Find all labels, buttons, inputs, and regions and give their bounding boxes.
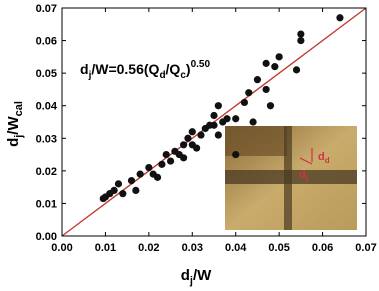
point bbox=[153, 173, 162, 181]
label-sub: j bbox=[189, 275, 193, 287]
y-tick-label: 0.05 bbox=[36, 68, 57, 80]
label-sub: j bbox=[13, 135, 25, 139]
y-tick-label: 0.07 bbox=[36, 3, 57, 15]
x-axis-label: dj/W bbox=[181, 267, 212, 287]
point bbox=[266, 102, 275, 110]
point bbox=[262, 59, 270, 67]
point bbox=[145, 164, 153, 172]
point bbox=[162, 150, 170, 159]
point bbox=[166, 157, 175, 165]
y-tick-label: 0.04 bbox=[36, 101, 58, 113]
x-tick-label: 0.07 bbox=[355, 242, 376, 254]
point bbox=[180, 141, 188, 149]
point bbox=[193, 144, 201, 152]
y-tick-label: 0.06 bbox=[36, 36, 57, 48]
point bbox=[136, 170, 144, 178]
point bbox=[253, 76, 262, 84]
point bbox=[232, 150, 240, 159]
x-tick-label: 0.03 bbox=[182, 242, 203, 254]
label-part: /W bbox=[5, 116, 22, 135]
point bbox=[245, 89, 253, 97]
point bbox=[214, 102, 222, 110]
inset-label-text: d bbox=[318, 151, 325, 163]
x-tick-label: 0.05 bbox=[268, 242, 289, 254]
point bbox=[188, 128, 196, 136]
label-part: d bbox=[181, 267, 190, 284]
x-tick-label: 0.06 bbox=[312, 242, 333, 254]
y-tick-label: 0.03 bbox=[36, 133, 57, 145]
x-tick-label: 0.02 bbox=[138, 242, 159, 254]
inset-label: dd bbox=[318, 151, 330, 165]
point bbox=[119, 190, 127, 198]
point bbox=[271, 63, 279, 71]
eq-sup: 0.50 bbox=[191, 59, 211, 70]
point bbox=[336, 14, 344, 22]
label-part: /W bbox=[193, 267, 212, 284]
point bbox=[214, 131, 222, 139]
point bbox=[275, 53, 283, 61]
point bbox=[110, 186, 118, 194]
point bbox=[210, 121, 218, 129]
inset-label: dj bbox=[299, 169, 308, 183]
point bbox=[262, 85, 270, 94]
point bbox=[232, 115, 240, 123]
annotation: dj/W=0.56(Qd/Qc)0.50 bbox=[80, 59, 210, 81]
eq-part: d bbox=[80, 61, 89, 77]
y-tick-label: 0.00 bbox=[36, 231, 57, 243]
eq-sub: d bbox=[159, 70, 165, 81]
point bbox=[249, 118, 257, 126]
inset-image bbox=[225, 126, 357, 230]
y-tick-label: 0.01 bbox=[36, 198, 57, 210]
eq-part: /W=0.56(Q bbox=[91, 61, 159, 77]
inset-label-text: d bbox=[299, 169, 306, 181]
point bbox=[210, 111, 218, 120]
point bbox=[240, 98, 248, 107]
inset-label-sub: j bbox=[305, 174, 308, 183]
point bbox=[158, 160, 166, 168]
plot-frame bbox=[61, 7, 367, 237]
point bbox=[292, 66, 301, 74]
x-tick-label: 0.00 bbox=[51, 242, 72, 254]
point bbox=[297, 36, 305, 45]
eq-sub: j bbox=[88, 70, 92, 81]
x-tick-label: 0.01 bbox=[95, 242, 116, 254]
label-sub: cal bbox=[13, 101, 25, 116]
label-part: d bbox=[5, 138, 22, 147]
inset-label-sub: d bbox=[325, 156, 330, 165]
x-tick-label: 0.04 bbox=[225, 242, 247, 254]
point bbox=[297, 30, 305, 38]
eq-sub: c bbox=[180, 70, 186, 81]
point bbox=[223, 115, 231, 123]
point bbox=[197, 131, 205, 139]
eq-part: ) bbox=[186, 61, 191, 77]
point bbox=[132, 186, 140, 194]
point bbox=[180, 154, 188, 162]
point bbox=[127, 177, 136, 185]
plot bbox=[61, 7, 367, 237]
y-tick-label: 0.02 bbox=[36, 166, 57, 178]
y-axis-label: dj/Wcal bbox=[5, 101, 25, 147]
point bbox=[184, 134, 192, 142]
eq-part: /Q bbox=[166, 61, 181, 77]
point bbox=[114, 180, 123, 188]
